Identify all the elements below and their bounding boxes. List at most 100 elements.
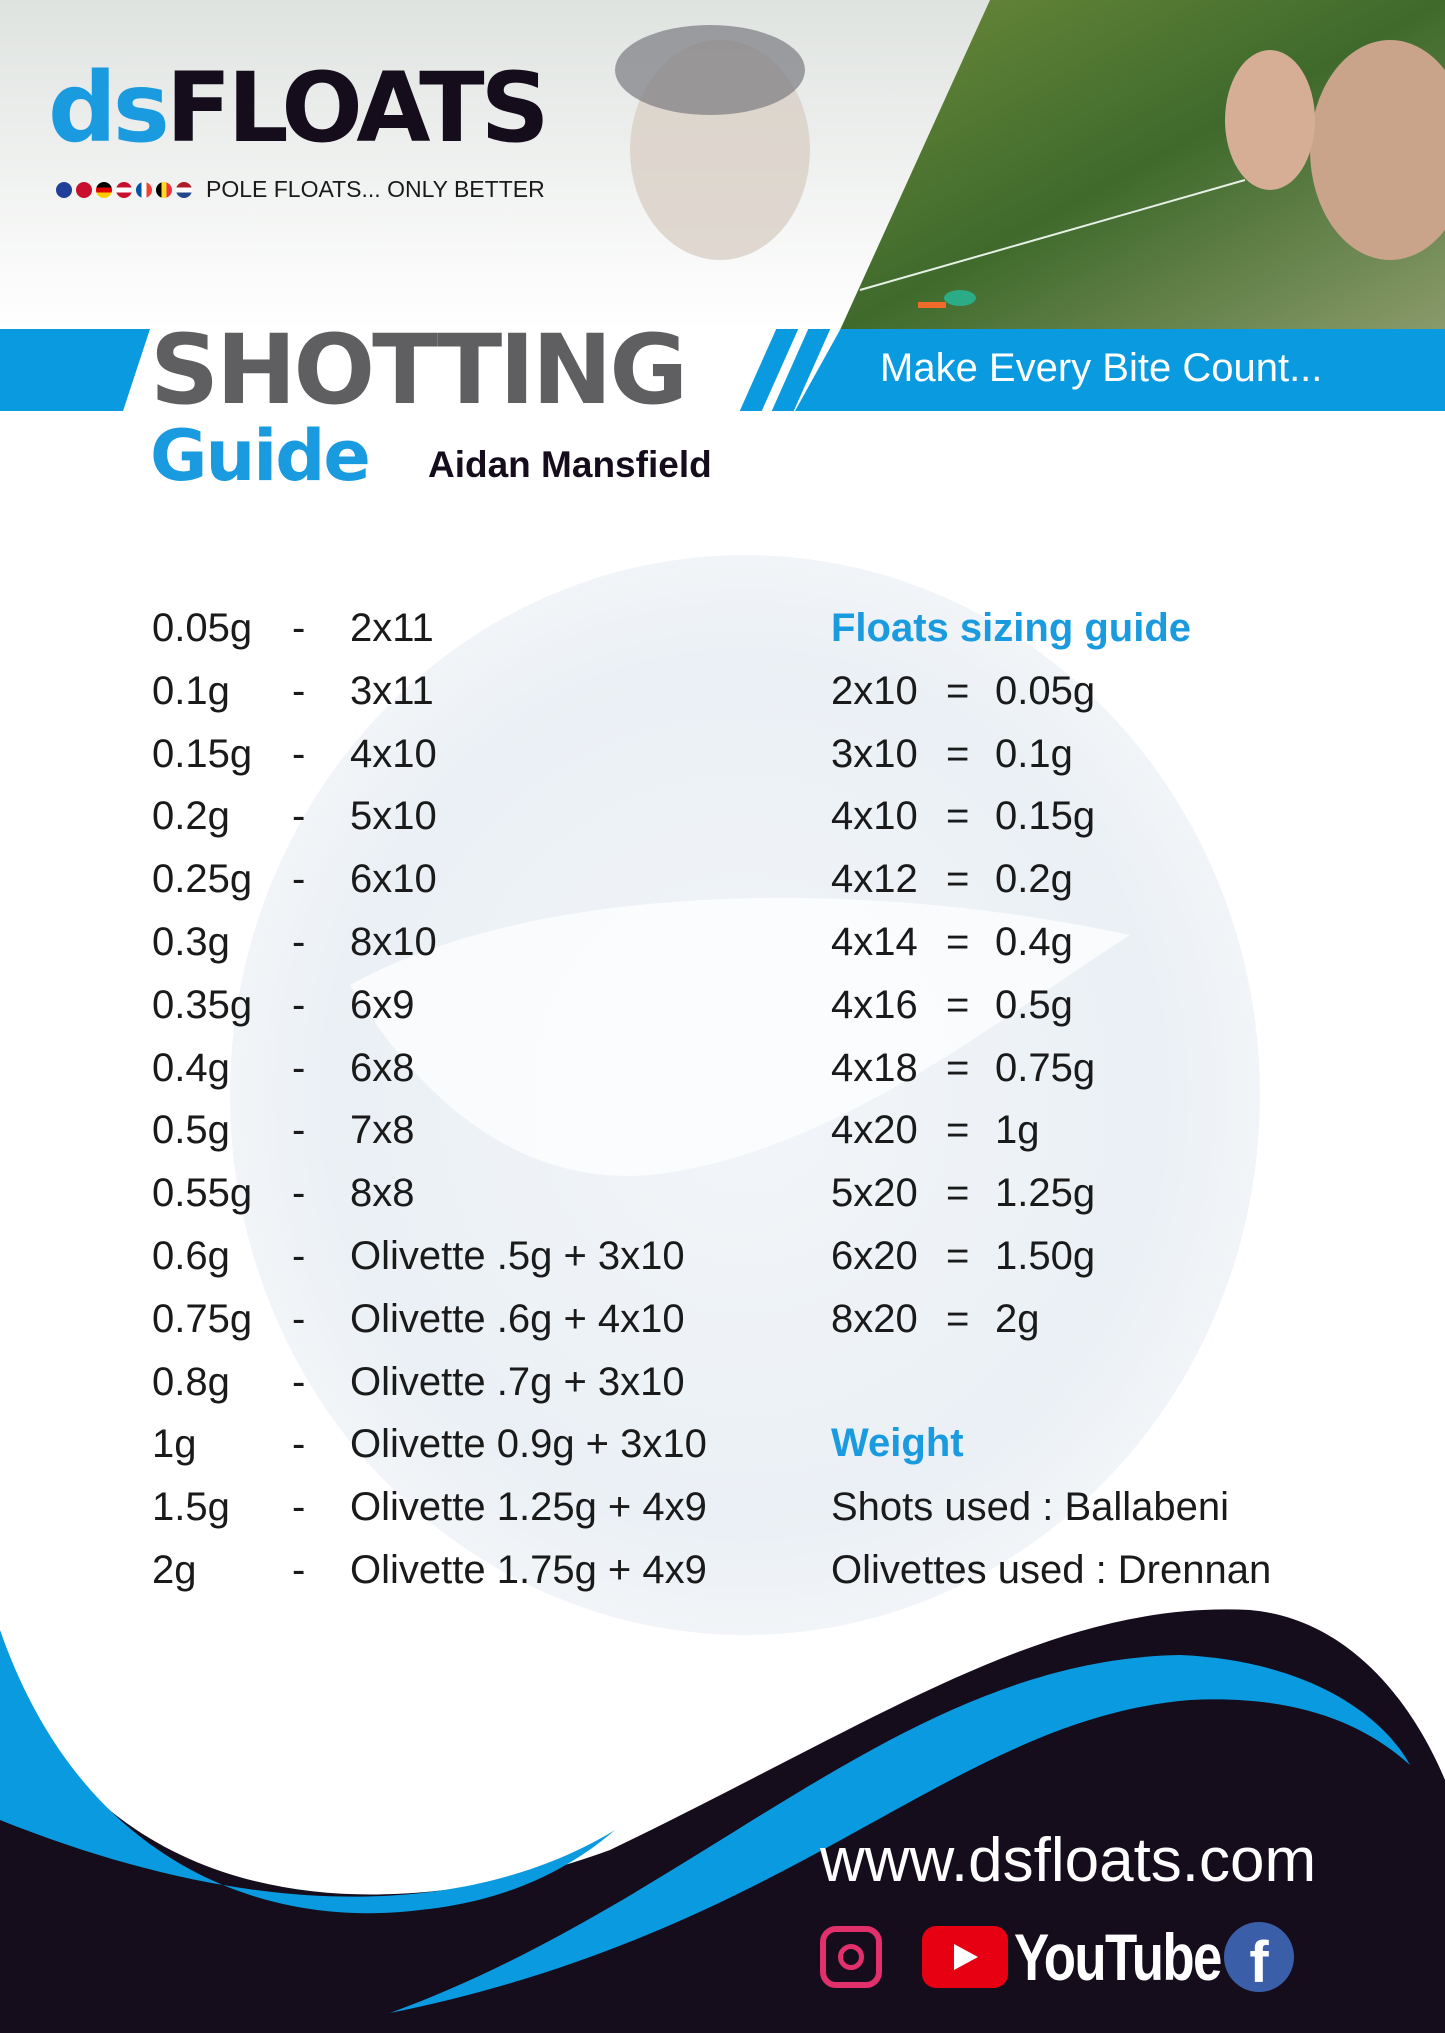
sizing-weight: 0.4g [995, 920, 1073, 964]
tagline-text: POLE FLOATS... ONLY BETTER [206, 176, 545, 202]
olivettes-used: Olivettes used : Drennan [831, 1548, 1272, 1592]
sizing-size: 4x16 [831, 982, 918, 1027]
shotting-weight: 0.35g [152, 982, 253, 1027]
sizing-heading: Floats sizing guide [831, 606, 1192, 650]
shotting-shot: Olivette 0.9g + 3x10 [350, 1422, 707, 1467]
shotting-shot: Olivette .6g + 4x10 [350, 1296, 685, 1341]
shotting-sep: - [292, 1171, 306, 1216]
instagram-icon[interactable] [820, 1926, 882, 1988]
shotting-weight: 0.25g [152, 857, 253, 902]
sizing-eq: = [946, 1045, 970, 1090]
sizing-size: 2x10 [831, 668, 918, 713]
shotting-sep: - [292, 1359, 306, 1404]
shotting-sep: - [292, 1485, 306, 1530]
logo-floats: FLOATS [165, 52, 550, 164]
sizing-weight: 0.1g [995, 731, 1073, 776]
shotting-shot: 8x8 [350, 1171, 415, 1216]
sizing-size: 4x12 [831, 857, 918, 902]
header-photo [0, 0, 1445, 330]
shotting-weight: 0.8g [152, 1359, 230, 1404]
slogan: Make Every Bite Count... [880, 346, 1323, 390]
sizing-weight: 2g [995, 1296, 1040, 1341]
shotting-shot: Olivette 1.75g + 4x9 [350, 1548, 707, 1592]
sizing-size: 4x14 [831, 920, 918, 964]
youtube-label: YouTube [1014, 1920, 1222, 1994]
shotting-sep: - [292, 1045, 306, 1090]
shotting-shot: 3x11 [350, 668, 434, 713]
sizing-weight: 0.75g [995, 1045, 1096, 1090]
sizing-weight: 0.2g [995, 857, 1073, 902]
shotting-sep: - [292, 794, 306, 839]
shotting-shot: 4x10 [350, 731, 437, 776]
shotting-weight: 0.55g [152, 1171, 253, 1216]
france-flag-icon [136, 181, 152, 198]
facebook-icon[interactable]: f [1224, 1922, 1294, 1992]
shotting-sep: - [292, 982, 306, 1027]
sizing-size: 5x20 [831, 1171, 918, 1216]
shotting-sep: - [292, 1422, 306, 1467]
shotting-weight: 0.75g [152, 1296, 253, 1341]
website-link[interactable]: www.dsfloats.com [820, 1826, 1317, 1895]
belgium-flag-icon [156, 181, 172, 198]
shotting-shot: 2x11 [350, 606, 434, 650]
shotting-sep: - [292, 1108, 306, 1153]
sizing-weight: 0.5g [995, 982, 1073, 1027]
blue-band-right [795, 329, 1445, 411]
sizing-eq: = [946, 1234, 970, 1278]
author: Aidan Mansfield [428, 444, 712, 485]
shotting-weight: 0.5g [152, 1108, 230, 1153]
sizing-weight: 1.25g [995, 1171, 1096, 1216]
shotting-weight: 1.5g [152, 1485, 230, 1530]
shotting-sep: - [292, 857, 306, 902]
social-links: YouTube f [820, 1922, 1294, 1992]
sizing-size: 8x20 [831, 1296, 918, 1341]
germany-flag-icon [96, 181, 112, 198]
logo-ds: ds [48, 52, 170, 164]
shotting-shot: 8x10 [350, 920, 437, 964]
shotting-shot: Olivette .7g + 3x10 [350, 1359, 685, 1404]
shotting-shot: 6x10 [350, 857, 437, 902]
sizing-size: 3x10 [831, 731, 918, 776]
shotting-weight: 0.05g [152, 606, 253, 650]
shotting-sep: - [292, 668, 306, 713]
shotting-sep: - [292, 920, 306, 964]
footer-wave [0, 1609, 1445, 2033]
watermark-logo [230, 555, 1260, 1635]
weight-heading: Weight [831, 1421, 964, 1465]
shotting-weight: 0.6g [152, 1234, 230, 1278]
dsfloats-logo: dsFLOATS [48, 60, 550, 156]
shotting-sep: - [292, 1234, 306, 1278]
shotting-sep: - [292, 1296, 306, 1341]
sizing-size: 4x18 [831, 1045, 918, 1090]
photo-background [0, 0, 1445, 330]
youtube-play-icon [922, 1926, 1008, 1988]
sizing-weight: 0.15g [995, 794, 1096, 839]
sizing-eq: = [946, 1296, 970, 1341]
shotting-weight: 0.15g [152, 731, 253, 776]
shotting-weight: 0.4g [152, 1045, 230, 1090]
shotting-sep: - [292, 731, 306, 776]
shotting-shot: 6x9 [350, 982, 415, 1027]
shotting-weight: 1g [152, 1422, 197, 1467]
shotting-weight: 0.2g [152, 794, 230, 839]
austria-flag-icon [116, 181, 132, 198]
blue-band-left [0, 329, 150, 411]
sizing-eq: = [946, 731, 970, 776]
shotting-sep: - [292, 1548, 306, 1592]
sizing-eq: = [946, 920, 970, 964]
shotting-shot: 5x10 [350, 794, 437, 839]
sizing-eq: = [946, 668, 970, 713]
sizing-eq: = [946, 857, 970, 902]
page-title: SHOTTING [150, 314, 688, 426]
sizing-weight: 0.05g [995, 668, 1096, 713]
sizing-eq: = [946, 982, 970, 1027]
shotting-shot: Olivette .5g + 3x10 [350, 1234, 685, 1278]
sizing-weight: 1.50g [995, 1234, 1096, 1278]
sizing-eq: = [946, 1108, 970, 1153]
youtube-link[interactable]: YouTube [922, 1920, 1222, 1994]
eu-flag-icon [56, 181, 72, 198]
sizing-eq: = [946, 794, 970, 839]
netherlands-flag-icon [176, 181, 192, 198]
sizing-size: 4x10 [831, 794, 918, 839]
tagline: POLE FLOATS... ONLY BETTER [56, 178, 545, 201]
